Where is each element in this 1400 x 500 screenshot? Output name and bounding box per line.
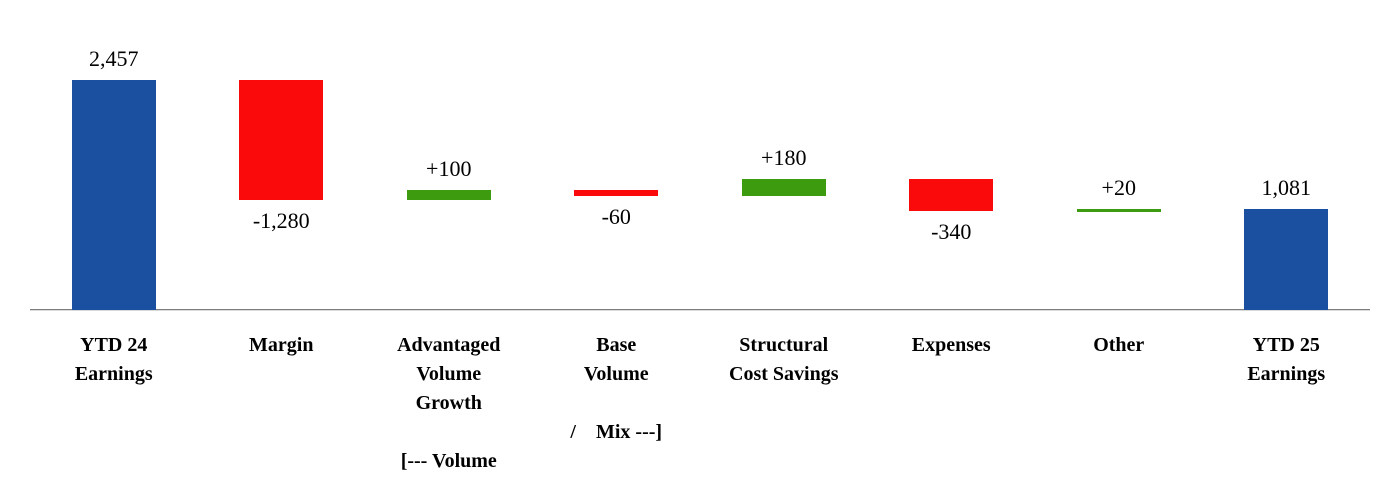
category-label-line: Other bbox=[1093, 334, 1145, 356]
category-label-line bbox=[365, 418, 533, 447]
category-label-line: Earnings bbox=[1247, 363, 1326, 385]
category-label-line: Margin bbox=[249, 334, 314, 356]
category-label-line: YTD 24 bbox=[80, 334, 148, 356]
value-label-ytd-25-earnings: 1,081 bbox=[1261, 174, 1312, 200]
bar-margin bbox=[239, 80, 324, 200]
category-label-line: Volume bbox=[583, 363, 649, 385]
category-label-base-volume: Base Volume / Mix ---] bbox=[533, 331, 701, 447]
category-label-line: [--- Volume bbox=[400, 450, 497, 472]
bar-base-volume bbox=[574, 190, 659, 197]
value-label-margin: -1,280 bbox=[252, 207, 310, 233]
category-label-line: Volume bbox=[416, 363, 482, 385]
category-label-structural-cost-savings: Structural Cost Savings bbox=[700, 331, 868, 389]
category-label-line: / Mix ---] bbox=[570, 421, 663, 443]
category-label-ytd-25-earnings: YTD 25 Earnings bbox=[1203, 331, 1371, 389]
category-label-line: Cost Savings bbox=[729, 363, 839, 385]
bar-structural-cost-savings bbox=[741, 179, 826, 197]
bar-ytd-25-earnings bbox=[1244, 208, 1329, 310]
bar-advantaged-volume-growth bbox=[406, 190, 491, 200]
category-label-advantaged-volume-growth: Advantaged Volume Growth [--- Volume bbox=[365, 331, 533, 476]
category-label-line: Structural bbox=[739, 334, 829, 356]
bar-ytd-24-earnings bbox=[71, 80, 156, 310]
category-label-line bbox=[533, 389, 701, 418]
category-label-margin: Margin bbox=[198, 331, 366, 360]
bar-expenses bbox=[909, 179, 994, 212]
x-axis-line bbox=[30, 309, 1370, 311]
value-label-expenses: -340 bbox=[931, 219, 972, 245]
bar-other bbox=[1076, 209, 1161, 213]
category-label-line: Advantaged bbox=[397, 334, 501, 356]
category-label-expenses: Expenses bbox=[868, 331, 1036, 360]
value-label-ytd-24-earnings: 2,457 bbox=[89, 46, 139, 72]
category-label-line: YTD 25 bbox=[1252, 334, 1320, 356]
category-label-line: Growth bbox=[415, 392, 482, 414]
category-label-line: Expenses bbox=[911, 334, 991, 356]
value-label-base-volume: -60 bbox=[601, 204, 631, 230]
category-label-ytd-24-earnings: YTD 24 Earnings bbox=[30, 331, 198, 389]
category-label-line: Base bbox=[596, 334, 637, 356]
category-label-line: Earnings bbox=[74, 363, 153, 385]
category-label-other: Other bbox=[1035, 331, 1203, 360]
value-label-other: +20 bbox=[1101, 175, 1136, 201]
value-label-structural-cost-savings: +180 bbox=[761, 145, 807, 171]
value-label-advantaged-volume-growth: +100 bbox=[426, 156, 472, 182]
